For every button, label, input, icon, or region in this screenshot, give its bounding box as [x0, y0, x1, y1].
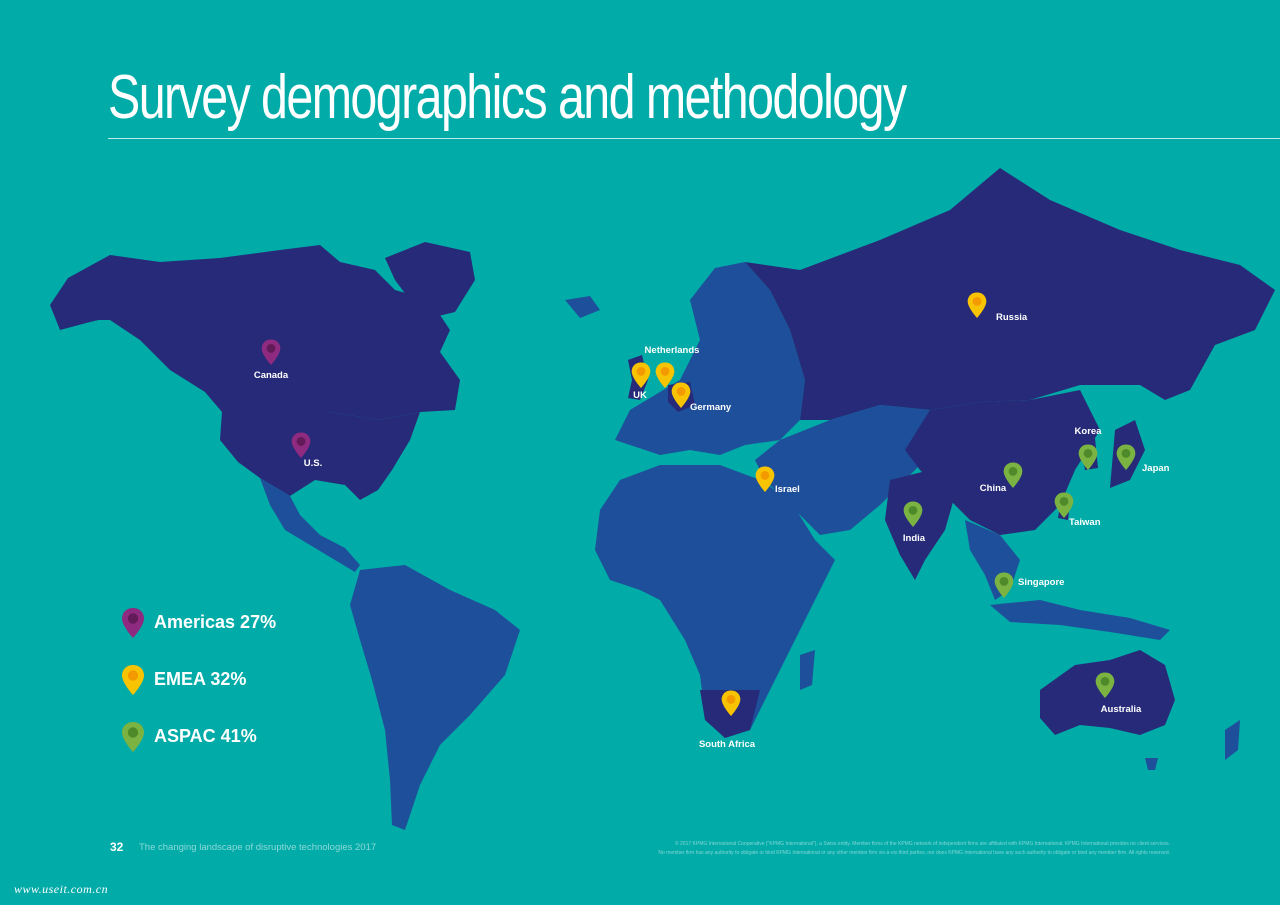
marker-uk: [631, 362, 651, 388]
legend: Americas 27% EMEA 32% ASPAC 41%: [120, 594, 276, 765]
land-greenland: [385, 242, 475, 318]
label-taiwan: Taiwan: [1069, 517, 1101, 528]
legend-item-americas: Americas 27%: [120, 594, 276, 651]
label-uk: UK: [633, 390, 647, 401]
marker-india: [903, 501, 923, 527]
legend-label-emea: EMEA 32%: [154, 669, 247, 689]
land-tasmania: [1145, 758, 1158, 770]
label-u-s: U.S.: [304, 458, 322, 469]
legend-item-aspac: ASPAC 41%: [120, 708, 276, 765]
landmasses: [50, 168, 1275, 830]
survey-markers: Canada U.S. UK Netherlands Germany Russia Isra…: [254, 292, 1170, 750]
label-china: China: [980, 483, 1007, 494]
land-india: [885, 470, 955, 580]
land-us: [220, 412, 420, 500]
land-europe: [615, 262, 805, 455]
marker-japan: [1116, 444, 1136, 470]
marker-south-africa: [721, 690, 741, 716]
label-russia: Russia: [996, 312, 1028, 323]
land-south-america: [350, 565, 520, 830]
land-new-zealand: [1225, 720, 1240, 760]
page-title: Survey demographics and methodology: [108, 63, 907, 132]
marker-israel: [755, 466, 775, 492]
legal-notice: © 2017 KPMG International Cooperative ("…: [450, 840, 1170, 858]
marker-taiwan: [1054, 492, 1074, 518]
marker-germany: [671, 382, 691, 408]
label-singapore: Singapore: [1018, 577, 1064, 588]
land-alaska: [50, 278, 120, 330]
footer-text: The changing landscape of disruptive tec…: [139, 842, 377, 853]
marker-korea: [1078, 444, 1098, 470]
legend-label-americas: Americas 27%: [154, 612, 277, 632]
emea-pin-icon: [122, 664, 144, 695]
label-india: India: [903, 533, 926, 544]
legal-line-2: No member firm has any authority to obli…: [658, 850, 1170, 856]
label-japan: Japan: [1142, 463, 1170, 474]
marker-russia: [967, 292, 987, 318]
label-israel: Israel: [775, 484, 800, 495]
label-canada: Canada: [254, 370, 289, 381]
label-germany: Germany: [690, 402, 732, 413]
marker-australia: [1095, 672, 1115, 698]
land-russia: [745, 168, 1275, 420]
label-netherlands: Netherlands: [645, 345, 700, 356]
legend-label-aspac: ASPAC 41%: [154, 726, 257, 746]
aspac-pin-icon: [122, 721, 144, 752]
watermark: www.useit.com.cn: [14, 882, 109, 896]
land-canada: [68, 245, 460, 420]
land-madagascar: [800, 650, 815, 690]
label-south-africa: South Africa: [699, 739, 756, 750]
label-korea: Korea: [1075, 426, 1103, 437]
land-indonesia: [990, 600, 1170, 640]
marker-china: [1003, 462, 1023, 488]
land-middle-east: [755, 405, 930, 535]
marker-u-s: [291, 432, 311, 458]
americas-pin-icon: [122, 607, 144, 638]
title-divider: [108, 138, 1280, 139]
marker-singapore: [994, 572, 1014, 598]
land-central-america: [260, 478, 360, 572]
page-number: 32: [110, 840, 124, 854]
land-iceland: [565, 296, 600, 318]
land-africa: [595, 465, 835, 735]
legal-line-1: © 2017 KPMG International Cooperative ("…: [674, 841, 1170, 847]
marker-netherlands: [655, 362, 675, 388]
label-australia: Australia: [1101, 704, 1142, 715]
marker-canada: [261, 339, 281, 365]
legend-item-emea: EMEA 32%: [120, 651, 276, 708]
